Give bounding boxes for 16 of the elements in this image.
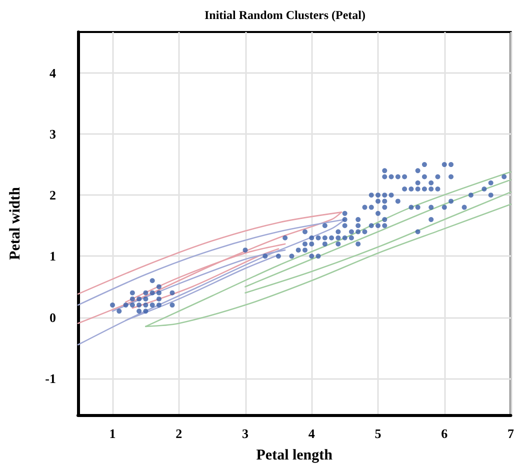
- x-axis-title: Petal length: [256, 448, 334, 464]
- x-tick-label: 7: [508, 426, 514, 441]
- y-tick-label: -1: [45, 370, 56, 386]
- y-axis-title: Petal width: [8, 186, 24, 260]
- y-tick-label: 1: [50, 248, 56, 264]
- x-tick-label: 2: [176, 426, 182, 441]
- x-tick-label: 4: [308, 426, 316, 441]
- y-tick-label: 3: [50, 126, 56, 142]
- y-tick-label: 2: [50, 188, 56, 203]
- x-tick-label: 1: [109, 426, 116, 441]
- x-tick-label: 6: [441, 426, 448, 441]
- x-tick-label: 3: [242, 426, 250, 441]
- x-tick-label: 5: [374, 426, 382, 441]
- y-tick-label: 4: [50, 65, 56, 80]
- chart-title: Initial Random Clusters (Petal): [204, 8, 366, 22]
- y-tick-label: 0: [50, 310, 56, 325]
